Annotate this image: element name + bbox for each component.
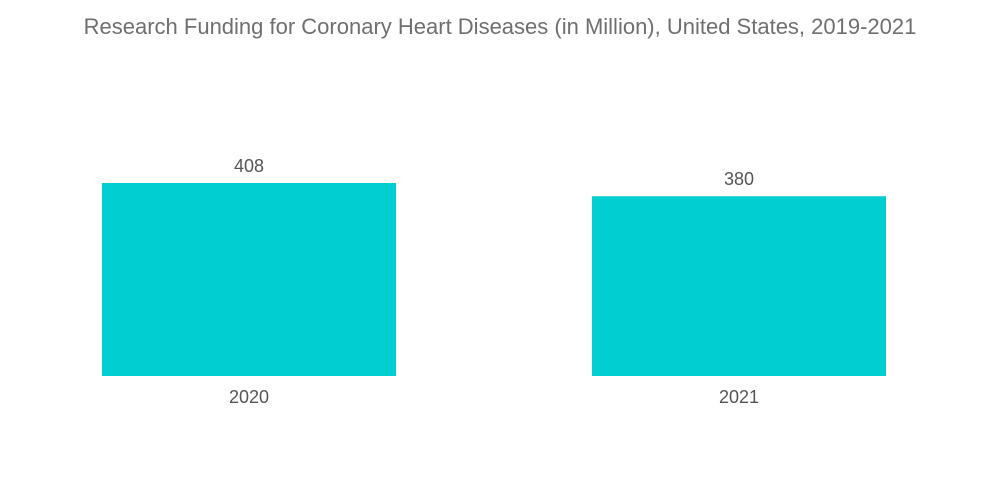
bar-2020 (102, 183, 396, 376)
x-tick-label-2020: 2020 (229, 387, 269, 407)
value-label-2021: 380 (724, 169, 754, 189)
bars-layer (102, 183, 886, 376)
labels-layer: 408 2020 380 2021 (229, 156, 759, 407)
x-tick-label-2021: 2021 (719, 387, 759, 407)
bar-2021 (592, 196, 886, 376)
value-label-2020: 408 (234, 156, 264, 176)
chart-title: Research Funding for Coronary Heart Dise… (83, 14, 917, 39)
